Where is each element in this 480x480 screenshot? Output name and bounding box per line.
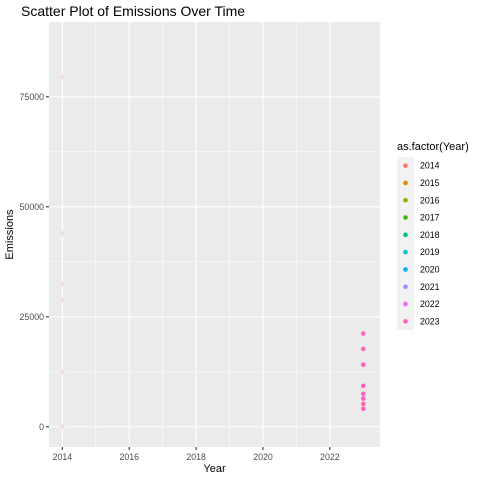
data-point-2014: [60, 74, 65, 80]
legend-key-2023: [403, 319, 408, 324]
legend-key-2014: [403, 163, 408, 168]
legend-key-2018: [403, 232, 408, 238]
legend-items: 2014 2015 2016 2017 2018 2019 2020 2021 2022 2023: [397, 157, 440, 330]
x-tick-label: 2018: [186, 452, 206, 462]
legend-label-2019: 2019: [420, 247, 440, 257]
legend-key-2015: [403, 180, 408, 186]
data-point-2023: [360, 406, 366, 412]
legend-label-2016: 2016: [420, 195, 440, 205]
data-point-2014: [60, 369, 65, 375]
legend-label-2022: 2022: [420, 299, 440, 309]
data-point-2014: [60, 230, 65, 236]
legend-label-2014: 2014: [420, 161, 440, 171]
legend-key-2019: [403, 249, 408, 255]
y-tick-label: 0: [39, 422, 44, 432]
x-tick-label: 2016: [119, 452, 139, 462]
legend-key-2020: [403, 267, 408, 272]
data-point-2023: [360, 391, 366, 397]
legend-key-2021: [403, 284, 408, 290]
legend-label-2021: 2021: [420, 282, 440, 292]
legend-label-2020: 2020: [420, 264, 440, 274]
chart-title: Scatter Plot of Emissions Over Time: [21, 3, 245, 19]
x-tick-label: 2020: [253, 452, 273, 462]
x-tick-label: 2014: [53, 452, 73, 462]
legend-key-background: [397, 157, 414, 330]
data-point-2023: [360, 401, 366, 407]
x-axis-title: Year: [203, 463, 226, 475]
legend-label-2023: 2023: [420, 316, 440, 326]
legend-key-2016: [403, 197, 408, 203]
data-point-2023: [360, 346, 366, 352]
legend-title: as.factor(Year): [397, 141, 469, 153]
plot-panel: [49, 22, 380, 447]
legend-label-2017: 2017: [420, 213, 440, 223]
x-axis: 2014 2016 2018 2020 2022: [53, 447, 340, 462]
data-point-2023: [360, 396, 366, 401]
legend-key-2022: [403, 301, 408, 307]
y-axis-title: Emissions: [4, 209, 16, 260]
data-points: [60, 74, 366, 430]
data-point-2014: [60, 281, 65, 287]
data-point-2023: [360, 362, 366, 368]
major-gridlines: [49, 22, 380, 447]
legend-key-2017: [403, 215, 408, 220]
x-tick-label: 2022: [320, 452, 340, 462]
minor-gridlines: [49, 22, 380, 447]
legend-label-2018: 2018: [420, 230, 440, 240]
y-tick-label: 50000: [20, 202, 45, 212]
y-tick-label: 75000: [20, 92, 45, 102]
y-axis: 0 25000 50000 75000: [20, 92, 49, 432]
data-point-2014: [60, 297, 65, 303]
data-point-2014: [60, 424, 65, 430]
y-tick-label: 25000: [20, 312, 45, 322]
data-point-2023: [360, 383, 366, 389]
legend-label-2015: 2015: [420, 178, 440, 188]
data-point-2023: [360, 331, 366, 336]
legend: as.factor(Year) 2014 2015 2016 2017 2018 2019…: [397, 141, 469, 330]
